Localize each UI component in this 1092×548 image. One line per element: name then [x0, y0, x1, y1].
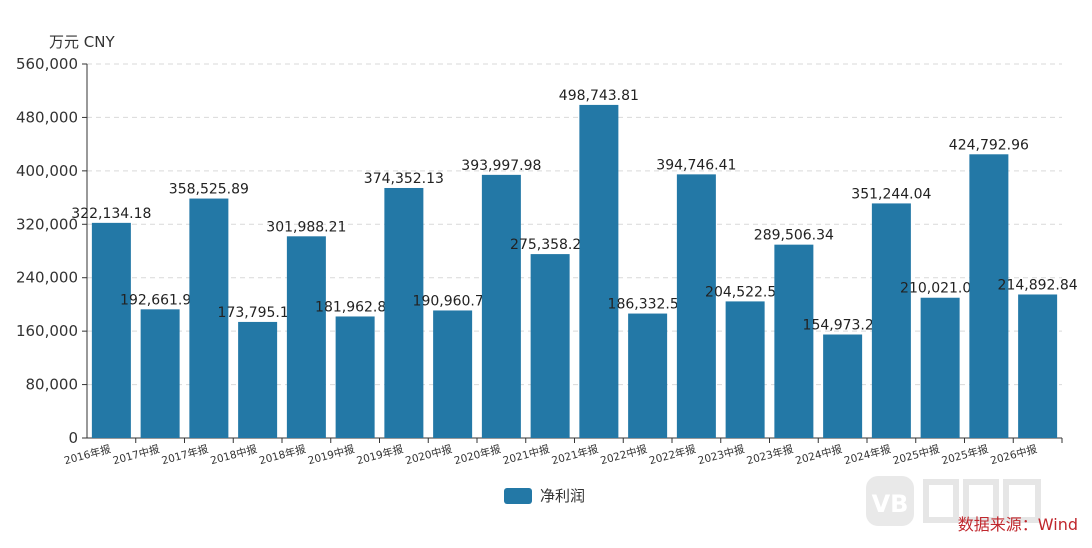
x-tick-label: 2024中报: [794, 442, 844, 467]
bar: [481, 174, 521, 438]
x-tick-label: 2019年报: [355, 442, 405, 467]
y-tick-label: 320,000: [16, 215, 78, 233]
bar: [920, 297, 960, 438]
bar: [189, 198, 229, 438]
data-label: 192,661.90: [120, 292, 200, 308]
x-tick-label: 2020年报: [453, 442, 503, 467]
data-label: 358,525.89: [169, 182, 249, 198]
bar: [384, 187, 424, 438]
bar: [140, 309, 180, 438]
bar: [725, 301, 765, 438]
y-tick-label: 80,000: [26, 376, 79, 394]
data-label: 275,358.20: [510, 237, 590, 253]
x-tick-label: 2021中报: [501, 442, 551, 467]
bar: [335, 316, 375, 438]
bar: [433, 310, 473, 438]
bar: [530, 254, 570, 438]
data-label: 424,792.96: [949, 137, 1029, 153]
data-label: 181,962.89: [315, 299, 395, 315]
data-label: 393,997.98: [461, 158, 541, 174]
x-tick-label: 2018中报: [209, 442, 259, 467]
bar: [286, 236, 326, 438]
data-label: 186,332.50: [608, 297, 688, 313]
x-tick-label: 2020中报: [404, 442, 454, 467]
chart-legend[interactable]: 净利润: [504, 485, 585, 506]
x-tick-label: 2025中报: [891, 442, 941, 467]
bar: [579, 104, 619, 438]
bar: [628, 313, 668, 438]
data-label: 374,352.13: [364, 171, 444, 187]
y-tick-label: 400,000: [16, 162, 78, 180]
data-label: 289,506.34: [754, 228, 834, 244]
bar: [1018, 294, 1058, 438]
x-tick-label: 2024年报: [843, 442, 893, 467]
x-tick-label: 2022中报: [599, 442, 649, 467]
legend-swatch: [504, 487, 532, 504]
x-tick-label: 2025年报: [940, 442, 990, 467]
watermark-logo-icon: VB: [866, 476, 1041, 526]
legend-label-net-profit: 净利润: [540, 487, 586, 505]
bar: [774, 244, 814, 438]
x-tick-label: 2026中报: [989, 442, 1039, 467]
data-label: 301,988.21: [266, 219, 346, 235]
data-label: 322,134.18: [71, 206, 151, 222]
x-tick-label: 2022年报: [648, 442, 698, 467]
y-tick-label: 160,000: [16, 322, 78, 340]
data-label: 173,795.18: [218, 305, 298, 321]
bar: [238, 321, 278, 438]
data-label: 214,892.84: [998, 277, 1078, 293]
x-tick-label: 2023中报: [696, 442, 746, 467]
y-tick-label: 480,000: [16, 108, 78, 126]
y-tick-label: 240,000: [16, 269, 78, 287]
bar: [676, 174, 716, 438]
bar: [969, 154, 1009, 438]
y-axis-unit-label: 万元 CNY: [49, 33, 115, 51]
x-tick-label: 2021年报: [550, 442, 600, 467]
data-label: 210,021.06: [900, 281, 980, 297]
x-tick-label: 2017年报: [160, 442, 210, 467]
y-tick-label: 0: [68, 429, 78, 447]
data-label: 498,743.81: [559, 88, 639, 104]
data-label: 204,522.53: [705, 284, 785, 300]
data-label: 394,746.41: [656, 157, 736, 173]
bar: [823, 334, 863, 438]
bar: [871, 203, 911, 438]
x-tick-label: 2023年报: [745, 442, 795, 467]
y-tick-label: 560,000: [16, 55, 78, 73]
data-source-note: 数据来源：Wind: [957, 515, 1078, 534]
data-label: 351,244.04: [851, 186, 931, 202]
data-label: 190,960.74: [413, 293, 493, 309]
svg-text:VB: VB: [872, 490, 909, 518]
x-tick-label: 2018年报: [258, 442, 308, 467]
x-tick-label: 2017中报: [111, 442, 161, 467]
x-tick-label: 2019中报: [306, 442, 356, 467]
data-label: 154,973.20: [803, 318, 883, 334]
bar: [91, 222, 131, 438]
